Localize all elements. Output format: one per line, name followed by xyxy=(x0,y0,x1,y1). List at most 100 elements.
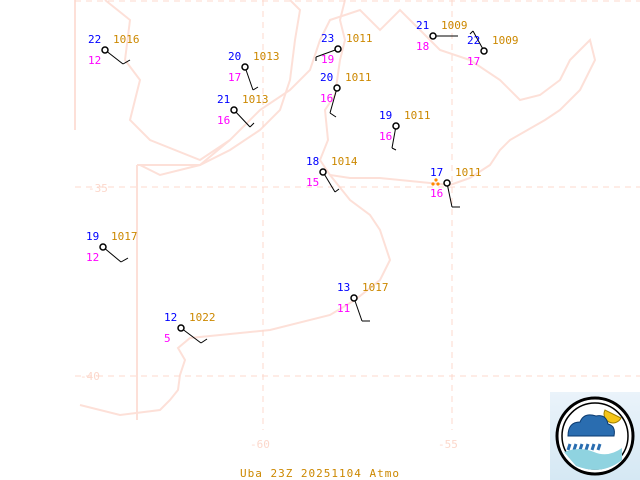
station-temperature: 19 xyxy=(86,230,99,243)
grid-label-lat-35: -35 xyxy=(88,182,108,195)
station-pressure: 1022 xyxy=(189,311,216,324)
station-dewpoint: 16 xyxy=(320,92,333,105)
station-pressure: 1009 xyxy=(441,19,468,32)
station-pressure: 1016 xyxy=(113,33,140,46)
station-circle-icon xyxy=(480,47,488,55)
wind-barb-staff xyxy=(244,66,254,91)
wind-barb-staff xyxy=(102,246,122,263)
station-circle-icon xyxy=(230,106,238,114)
station-temperature: 23 xyxy=(321,32,334,45)
station-dewpoint: 16 xyxy=(217,114,230,127)
wind-barb-feather xyxy=(469,30,474,35)
station-circle-icon xyxy=(319,168,327,176)
station-circle-icon xyxy=(177,324,185,332)
station-dewpoint: 11 xyxy=(337,302,350,315)
station-plot[interactable]: 21 1013 16 xyxy=(217,93,269,128)
station-circle-icon xyxy=(443,179,451,187)
station-dewpoint: 18 xyxy=(416,40,429,53)
station-plot[interactable]: 13 1017 11 xyxy=(337,281,389,322)
station-pressure: 1011 xyxy=(346,32,373,45)
station-circle-icon xyxy=(392,122,400,130)
station-temperature: 13 xyxy=(337,281,350,294)
coast-north xyxy=(74,0,597,186)
wind-barb-feather xyxy=(120,257,129,263)
station-pressure: 1009 xyxy=(492,34,519,47)
station-dewpoint: 16 xyxy=(379,130,392,143)
station-dewpoint: 16 xyxy=(430,187,443,200)
station-temperature: 21 xyxy=(217,93,230,106)
station-dewpoint: 12 xyxy=(86,251,99,264)
station-plot[interactable]: 18 1014 15 xyxy=(306,155,358,193)
station-plot[interactable]: 17 1011 16 xyxy=(430,166,482,208)
grid-label-lon-60: -60 xyxy=(250,438,270,451)
wind-barb-staff xyxy=(472,30,485,52)
station-temperature: 17 xyxy=(430,166,443,179)
station-plot[interactable]: 20 1013 17 xyxy=(228,50,280,91)
station-circle-icon xyxy=(241,63,249,71)
station-plot[interactable]: 23 1011 19 xyxy=(315,32,373,66)
wind-barb-staff xyxy=(180,327,202,344)
wind-barb-feather xyxy=(391,147,397,151)
rain-icon xyxy=(431,178,440,186)
wind-barb-feather xyxy=(249,122,255,128)
coast-rio-de-la-plata xyxy=(318,0,451,186)
station-pressure: 1011 xyxy=(455,166,482,179)
wind-barb-staff xyxy=(322,171,336,193)
wind-barb-staff xyxy=(315,48,339,58)
station-pressure: 1011 xyxy=(345,71,372,84)
province-border xyxy=(136,139,231,420)
station-circle-icon xyxy=(429,32,437,40)
station-plot[interactable]: 22 1016 12 xyxy=(88,33,140,67)
station-pressure: 1011 xyxy=(404,109,431,122)
wind-barb-feather xyxy=(334,188,340,193)
wind-barb-staff xyxy=(329,87,338,114)
station-temperature: 20 xyxy=(320,71,333,84)
station-circle-icon xyxy=(333,84,341,92)
station-plot[interactable]: 19 1011 16 xyxy=(379,109,431,151)
station-dewpoint: 12 xyxy=(88,54,101,67)
station-temperature: 21 xyxy=(416,19,429,32)
graticule xyxy=(75,0,640,430)
station-circle-icon xyxy=(334,45,342,53)
station-pressure: 1014 xyxy=(331,155,358,168)
wind-barb-feather xyxy=(329,112,337,118)
station-dewpoint: 17 xyxy=(228,71,241,84)
wind-barb-feather xyxy=(122,59,131,65)
wind-barb-staff xyxy=(233,109,251,128)
wind-barb-feather xyxy=(252,86,259,91)
station-dewpoint: 15 xyxy=(306,176,319,189)
station-circle-icon xyxy=(99,243,107,251)
station-dewpoint: 19 xyxy=(321,53,334,66)
station-plot[interactable]: 20 1011 16 xyxy=(320,71,372,118)
coastlines xyxy=(74,0,597,420)
station-circle-icon xyxy=(101,46,109,54)
wind-barb-staff xyxy=(353,297,363,322)
station-plot[interactable]: 22 1009 17 xyxy=(467,30,519,68)
coast-atlantic xyxy=(79,0,392,417)
station-temperature: 22 xyxy=(88,33,101,46)
station-circle-icon xyxy=(350,294,358,302)
station-pressure: 1017 xyxy=(111,230,138,243)
station-temperature: 20 xyxy=(228,50,241,63)
station-temperature: 22 xyxy=(467,34,480,47)
station-plot[interactable]: 19 1017 12 xyxy=(86,230,138,264)
grid-label-lon-55: -55 xyxy=(438,438,458,451)
station-temperature: 19 xyxy=(379,109,392,122)
grid-label-lat-40: -40 xyxy=(80,370,100,383)
station-plot[interactable]: 21 1009 18 xyxy=(416,19,468,53)
grid-labels: -35 -40 -60 -55 xyxy=(80,182,458,451)
station-temperature: 18 xyxy=(306,155,319,168)
wind-barb-staff xyxy=(104,49,124,65)
station-temperature: 12 xyxy=(164,311,177,324)
wind-barb-staff xyxy=(446,182,453,208)
station-pressure: 1013 xyxy=(242,93,269,106)
station-plot[interactable]: 12 1022 5 xyxy=(164,311,216,345)
station-pressure: 1017 xyxy=(362,281,389,294)
wind-barb-feather xyxy=(200,338,208,344)
station-dewpoint: 5 xyxy=(164,332,171,345)
station-dewpoint: 17 xyxy=(467,55,480,68)
weather-service-logo-icon xyxy=(550,392,640,480)
